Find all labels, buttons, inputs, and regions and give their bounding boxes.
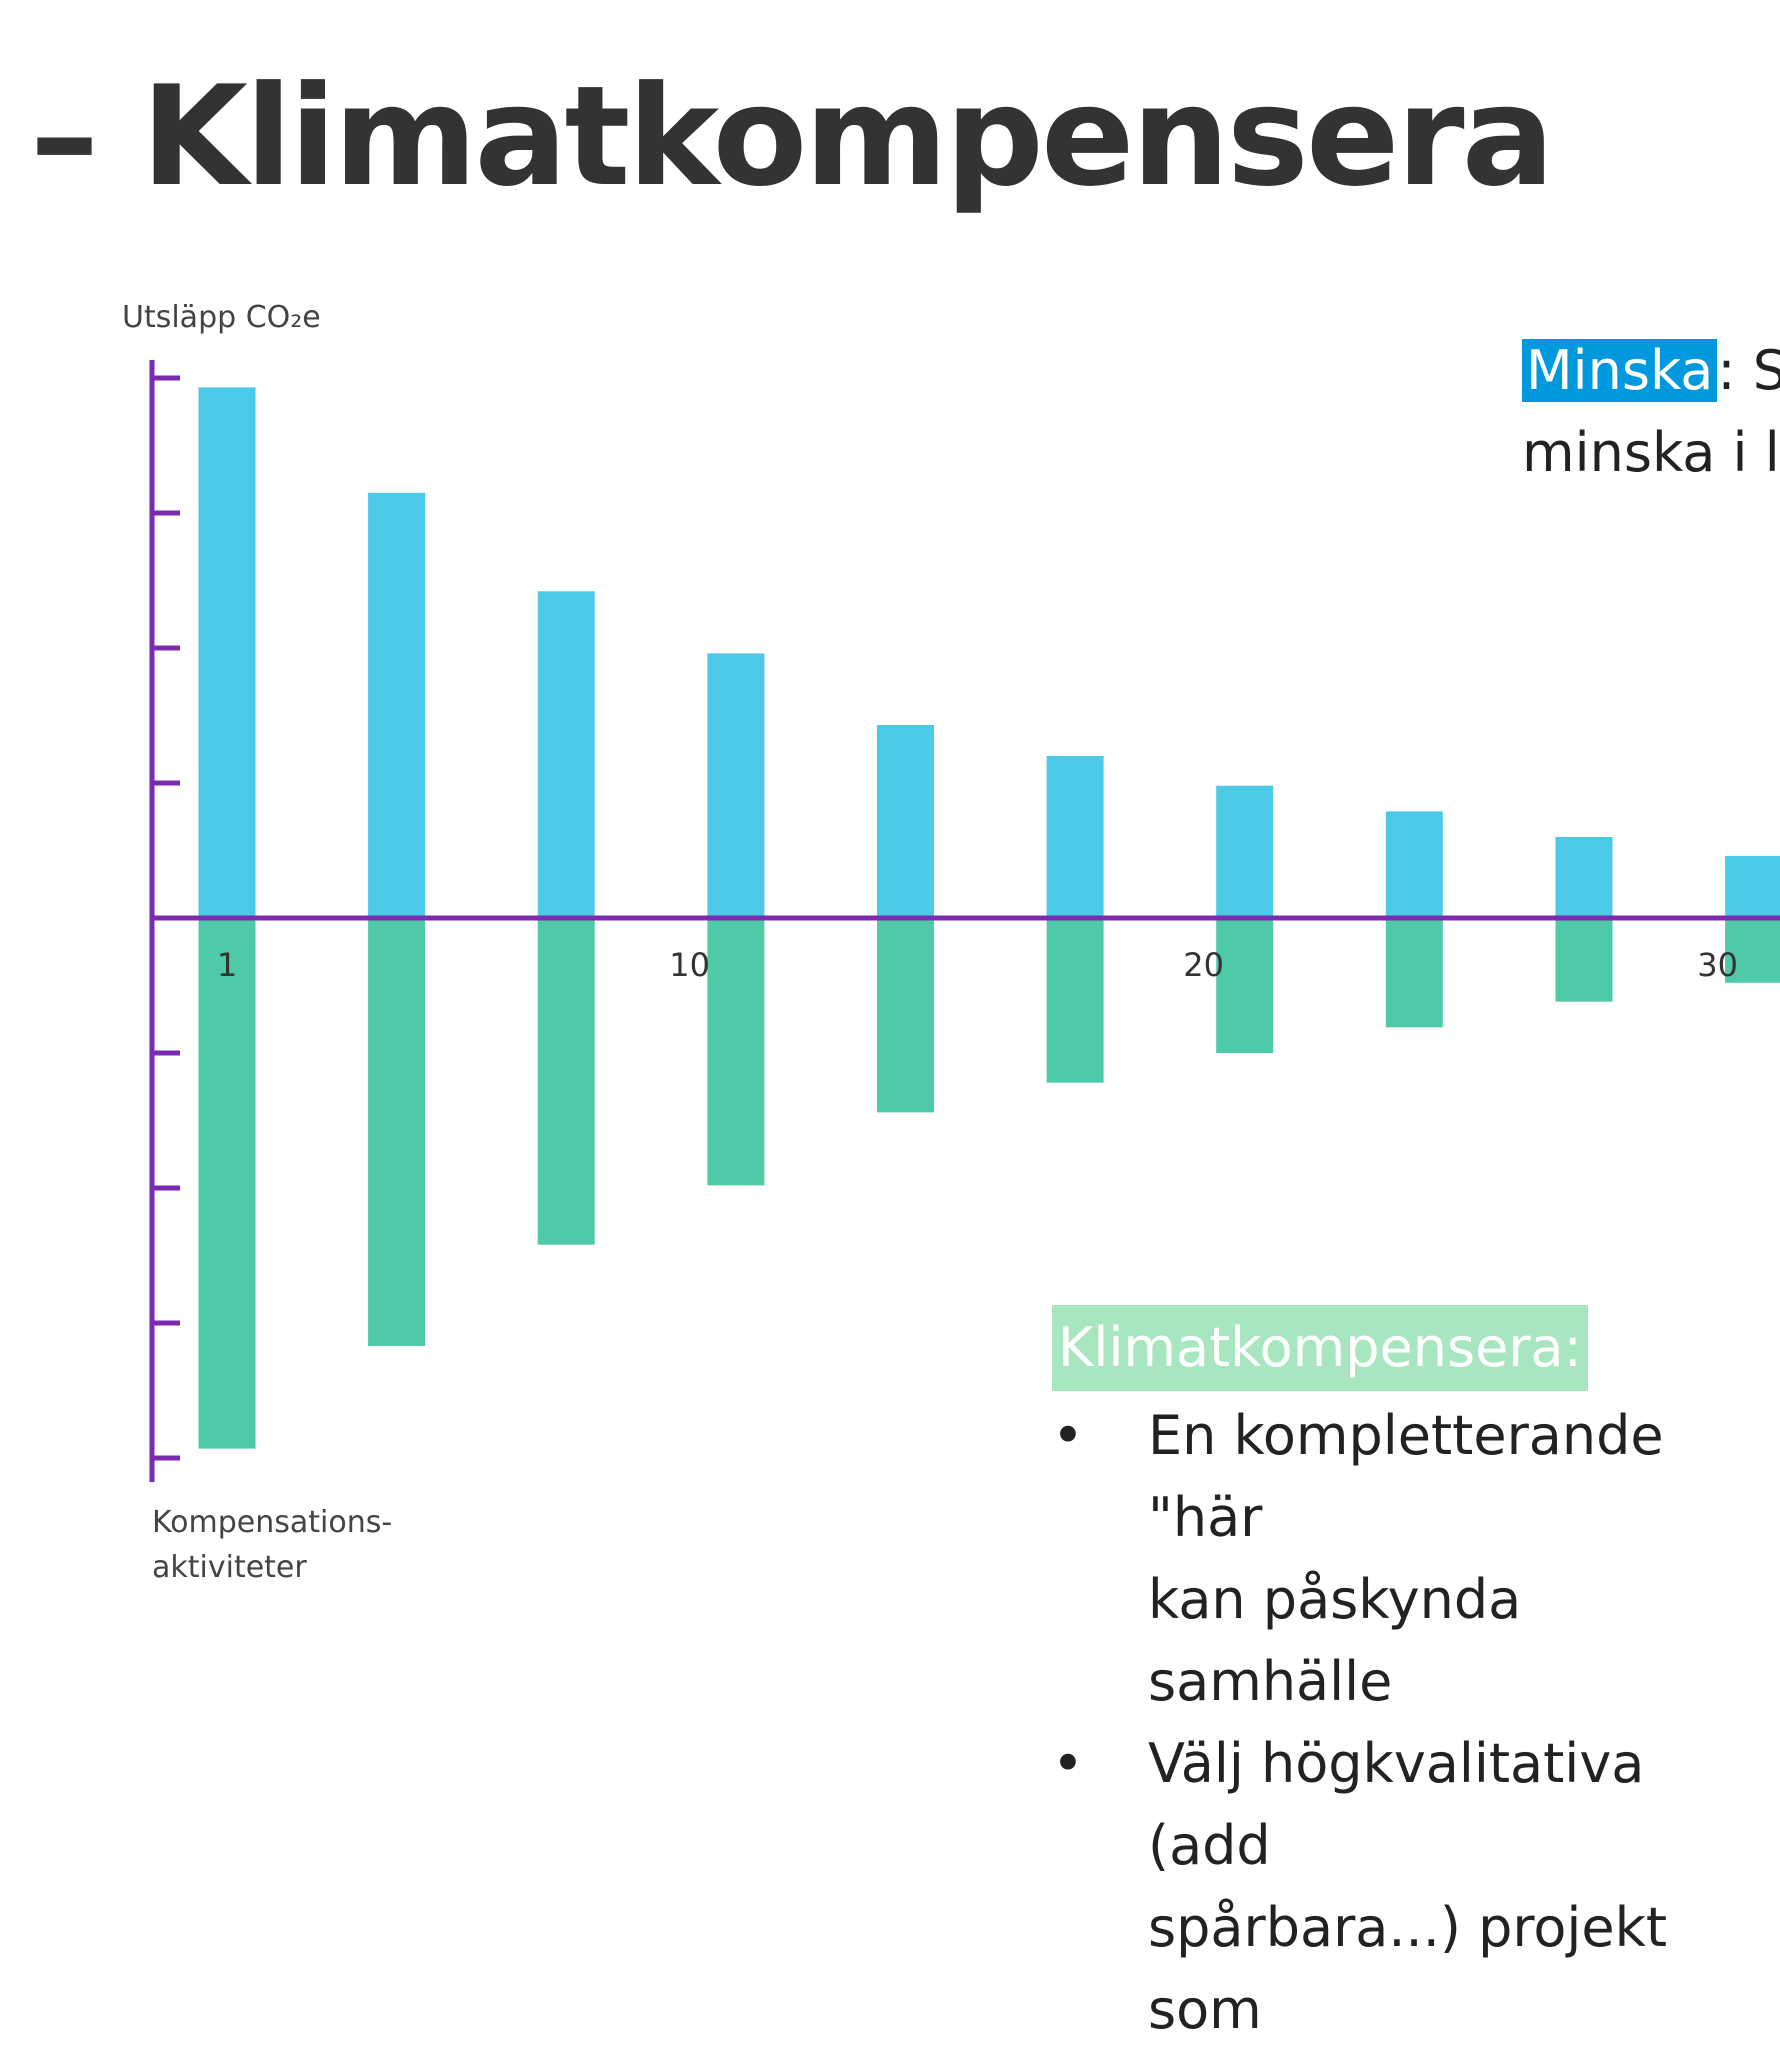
minska-text: : S [1717, 339, 1780, 402]
compensation-bar [199, 918, 256, 1449]
klimatkompensera-heading: Klimatkompensera: [1052, 1305, 1588, 1391]
bullet-item: En kompletterande "här kan påskynda samh… [1052, 1395, 1780, 1723]
emission-bar [1556, 837, 1613, 918]
minska-line-2: minska i li [1522, 412, 1780, 494]
minska-highlight: Minska [1522, 339, 1717, 402]
minska-callout: Minska: S minska i li [1522, 330, 1780, 494]
compensation-bar [1047, 918, 1104, 1083]
klimatkompensera-callout: Klimatkompensera: En kompletterande "här… [1052, 1305, 1780, 2051]
x-tick-label: 30 [1697, 946, 1738, 984]
compensation-bar [1386, 918, 1443, 1027]
compensation-bar [368, 918, 425, 1346]
bullet-item: Välj högkvalitativa (add spårbara...) pr… [1052, 1723, 1780, 2051]
compensation-bar [877, 918, 934, 1112]
x-tick-labels-group: 1 10 20 30 [217, 946, 1738, 984]
emission-bar [707, 653, 764, 918]
emission-bar [538, 591, 595, 918]
x-tick-label: 20 [1183, 946, 1224, 984]
emission-bar [1047, 756, 1104, 918]
emission-bar [1725, 856, 1780, 918]
compensation-bar [707, 918, 764, 1185]
compensation-bar [538, 918, 595, 1245]
x-tick-label: 1 [217, 946, 237, 984]
emission-bar [368, 493, 425, 918]
compensation-bar [1556, 918, 1613, 1002]
emission-bar [199, 387, 256, 918]
compensation-bar [1216, 918, 1273, 1053]
x-tick-label: 10 [669, 946, 710, 984]
negative-axis-label: Kompensations-aktiviteter [152, 1500, 472, 1590]
emission-bar [877, 725, 934, 918]
minska-line-1: Minska: S [1522, 330, 1780, 412]
emission-bar [1386, 811, 1443, 918]
klimatkompensera-bullet-list: En kompletterande "här kan påskynda samh… [1052, 1395, 1780, 2051]
emission-bar [1216, 786, 1273, 918]
y-axis-label: Utsläpp CO₂e [122, 295, 321, 340]
